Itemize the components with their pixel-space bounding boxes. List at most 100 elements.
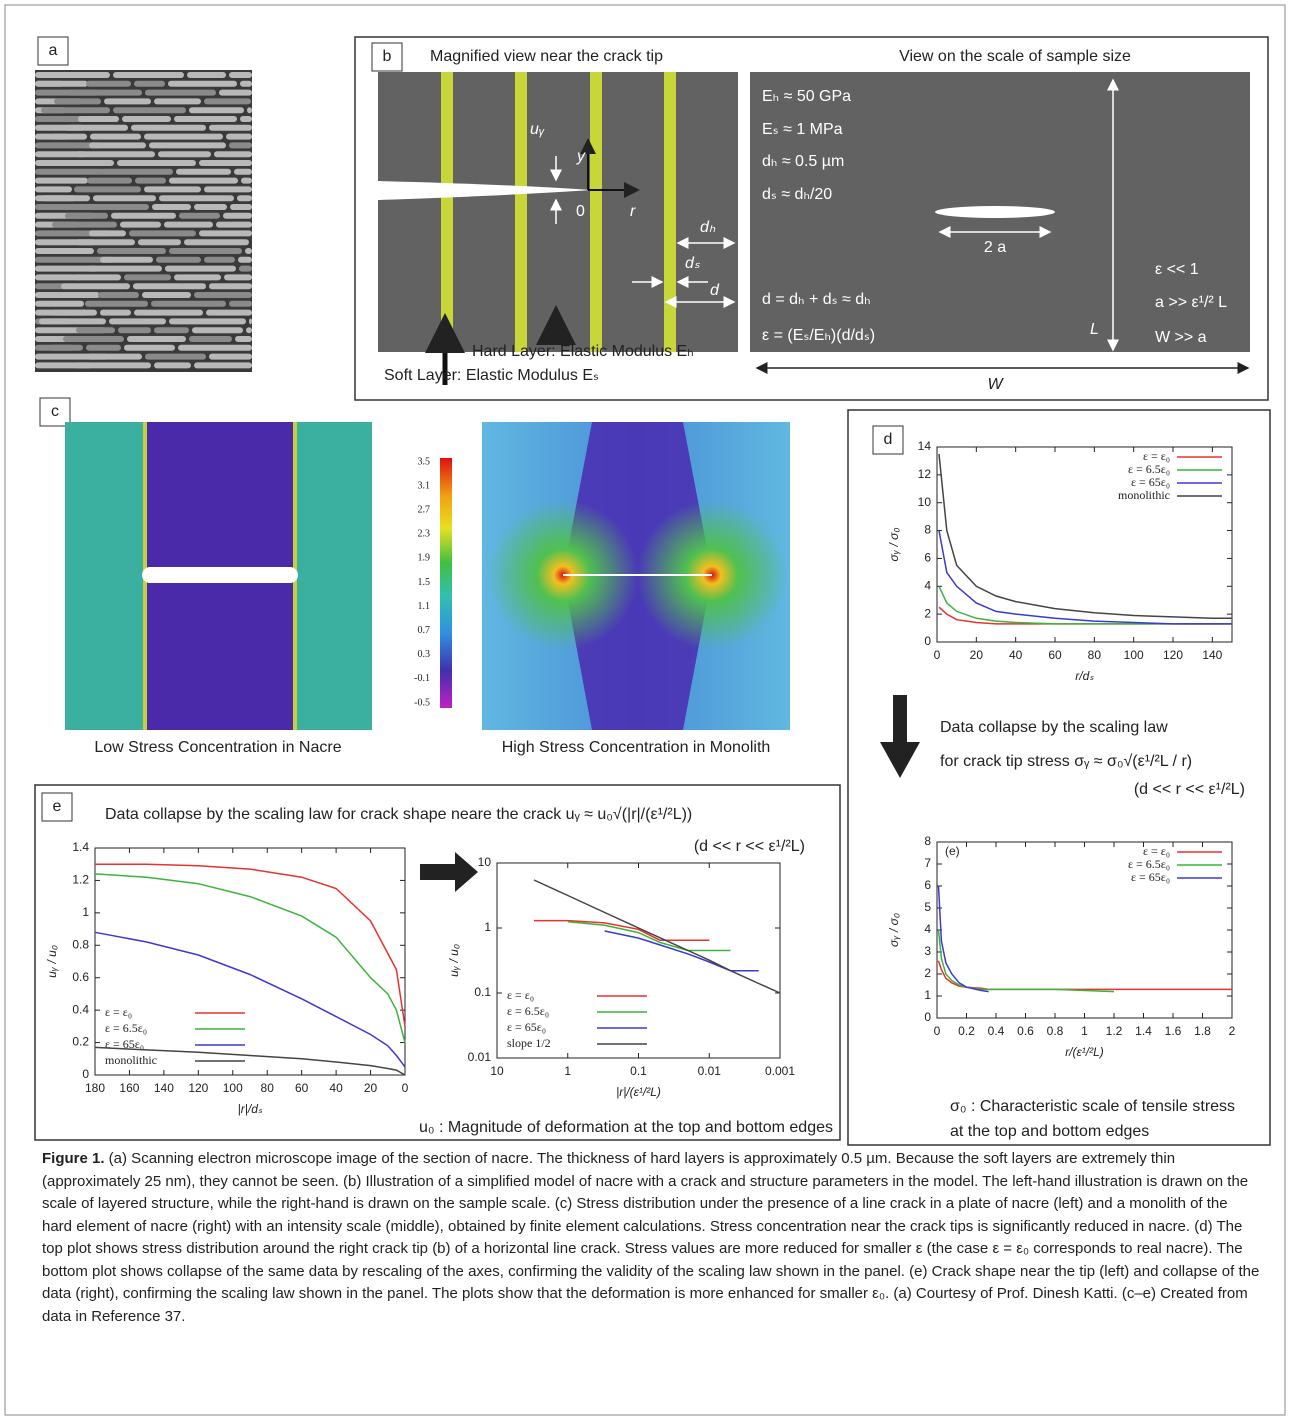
sem-platelet: [35, 274, 82, 281]
y-tick-label: 14: [918, 439, 932, 453]
sem-platelet: [240, 80, 252, 87]
crack: [142, 567, 298, 583]
sem-platelet: [235, 336, 252, 342]
x-tick-label: 60: [295, 1081, 309, 1095]
sem-platelet: [35, 151, 86, 158]
x-tick-label: 1.2: [1106, 1024, 1123, 1038]
y-axis-label: uᵧ / u₀: [45, 945, 59, 978]
sem-background: [35, 70, 252, 372]
x-tick-label: 2: [1229, 1024, 1236, 1038]
y-tick-label: 0.4: [72, 1002, 89, 1016]
series-line: [533, 879, 781, 994]
sem-platelet: [229, 72, 252, 78]
x-axis-label: |r|/(ε¹/²L): [616, 1085, 661, 1099]
big-arrow: [420, 852, 478, 892]
x-tick-label: 80: [261, 1081, 275, 1095]
colorbar-tick-label: 1.1: [418, 601, 431, 612]
colorbar-tick-label: 0.3: [418, 649, 431, 660]
colorbar-tick-label: -0.5: [414, 697, 430, 708]
axis-label: y: [576, 148, 586, 165]
parameter: ε = (Eₛ/Eₕ)(d/dₛ): [762, 327, 875, 344]
sem-platelet: [89, 142, 146, 149]
sem-platelet: [35, 265, 98, 272]
sem-platelet: [78, 204, 149, 210]
series-line: [604, 930, 759, 972]
caption-label: Figure 1.: [42, 1150, 105, 1167]
sem-platelet: [35, 256, 114, 263]
series-line: [94, 873, 406, 1043]
sem-platelet: [230, 204, 252, 210]
y-tick-label: 1.2: [72, 873, 89, 887]
sem-platelet: [35, 283, 66, 290]
sem-platelet: [174, 274, 221, 281]
sem-platelet: [100, 168, 173, 175]
sem-platelet: [240, 116, 252, 122]
colorbar-tick-label: -0.1: [414, 673, 430, 684]
legend-label: ε = 65ε₀: [1131, 870, 1170, 884]
colorbar-ticks: 3.5 3.1 2.7 2.3 1.9 1.5 1.1 0.7 0.3 -0.1 -0.5: [414, 456, 430, 708]
x-tick-label: 0.4: [988, 1024, 1005, 1038]
x-tick-label: 1.6: [1165, 1024, 1182, 1038]
sem-platelet: [120, 221, 161, 228]
sem-platelet: [76, 151, 155, 158]
sem-platelet: [124, 274, 171, 281]
y-tick-label: 7: [924, 856, 931, 870]
x-tick-label: 1.4: [1135, 1024, 1152, 1038]
sem-platelet: [87, 177, 132, 184]
layer-label: Soft Layer: Elastic Modulus Eₛ: [384, 367, 599, 384]
series-line: [95, 863, 406, 1027]
dimension-label: 2 a: [984, 239, 1006, 256]
plot-frame: [94, 847, 406, 1076]
caption-text: (a) Scanning electron microscope image o…: [42, 1150, 1260, 1325]
sem-platelet: [169, 248, 242, 254]
sem-platelet: [149, 142, 226, 149]
sem-platelet: [63, 160, 114, 166]
sem-platelet: [98, 292, 139, 298]
series-line: [937, 960, 1232, 991]
sem-platelet: [35, 142, 102, 149]
x-tick-label: 120: [188, 1081, 208, 1095]
sem-platelet: [89, 230, 126, 237]
figure-frame: [4, 4, 1286, 1416]
series-line: [94, 1046, 406, 1076]
panel-frame: [354, 36, 1269, 401]
y-tick-label: 0.8: [72, 937, 89, 951]
sem-platelet: [67, 89, 142, 96]
annotation: (d << r << ε¹/²L): [1134, 781, 1245, 798]
sem-platelet: [86, 80, 131, 87]
sem-platelet: [189, 107, 244, 114]
sem-platelet: [52, 221, 117, 228]
sem-platelet: [109, 318, 166, 325]
sem-platelet: [113, 107, 186, 114]
sem-image: [35, 70, 252, 372]
sem-platelet: [192, 327, 243, 334]
legend-label: ε = 65ε₀: [507, 1020, 546, 1034]
sem-platelet: [209, 124, 252, 131]
sem-platelet: [156, 256, 201, 263]
legend-label: ε = ε₀: [1143, 449, 1170, 463]
sem-platelet: [65, 212, 108, 219]
series-line: [94, 931, 406, 1068]
sem-platelet: [134, 80, 165, 87]
panel-label-box: [872, 425, 904, 455]
soft-layer: [515, 72, 527, 352]
sem-platelet: [54, 98, 101, 105]
sem-platelet: [237, 195, 252, 202]
sem-platelet: [35, 292, 100, 298]
y-tick-label: 4: [924, 922, 931, 936]
sem-platelet: [241, 177, 252, 184]
y-tick-label: 6: [924, 878, 931, 892]
legend-label: ε = 65ε₀: [1131, 475, 1170, 489]
panel-label-box: [39, 397, 71, 427]
panel-title: Magnified view near the crack tip: [430, 48, 663, 65]
sem-platelet: [178, 344, 252, 351]
y-tick-label: 5: [924, 900, 931, 914]
x-tick-label: 0: [934, 1024, 941, 1038]
sem-platelet: [74, 362, 151, 369]
sem-platelet: [216, 221, 252, 228]
sem-platelet: [189, 336, 232, 342]
series-line: [567, 920, 731, 952]
soft-layer: [664, 72, 676, 352]
sem-platelet: [61, 283, 130, 290]
